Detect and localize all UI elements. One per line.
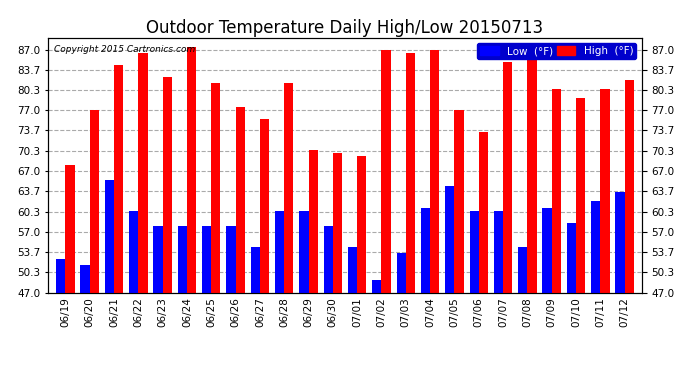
Bar bbox=[163, 77, 172, 292]
Bar bbox=[624, 80, 634, 292]
Bar bbox=[372, 280, 382, 292]
Bar bbox=[226, 226, 235, 292]
Bar bbox=[324, 226, 333, 292]
Bar bbox=[357, 156, 366, 292]
Bar bbox=[591, 201, 600, 292]
Bar bbox=[153, 226, 163, 292]
Bar bbox=[382, 50, 391, 292]
Bar bbox=[66, 165, 75, 292]
Bar bbox=[235, 107, 245, 292]
Bar bbox=[552, 89, 561, 292]
Bar bbox=[421, 207, 430, 292]
Bar bbox=[615, 192, 624, 292]
Bar bbox=[518, 247, 527, 292]
Title: Outdoor Temperature Daily High/Low 20150713: Outdoor Temperature Daily High/Low 20150… bbox=[146, 20, 544, 38]
Legend: Low  (°F), High  (°F): Low (°F), High (°F) bbox=[477, 43, 636, 59]
Bar bbox=[445, 186, 455, 292]
Bar bbox=[90, 110, 99, 292]
Bar bbox=[260, 120, 269, 292]
Bar bbox=[455, 110, 464, 292]
Bar bbox=[469, 210, 479, 292]
Bar bbox=[275, 210, 284, 292]
Bar bbox=[430, 50, 440, 292]
Bar bbox=[494, 210, 503, 292]
Bar bbox=[129, 210, 138, 292]
Bar bbox=[600, 89, 609, 292]
Bar bbox=[81, 265, 90, 292]
Bar bbox=[542, 207, 552, 292]
Bar bbox=[178, 226, 187, 292]
Bar bbox=[566, 223, 576, 292]
Bar bbox=[503, 62, 512, 292]
Bar bbox=[202, 226, 211, 292]
Bar bbox=[250, 247, 260, 292]
Bar bbox=[479, 132, 488, 292]
Bar bbox=[211, 83, 221, 292]
Text: Copyright 2015 Cartronics.com: Copyright 2015 Cartronics.com bbox=[55, 45, 195, 54]
Bar bbox=[527, 53, 537, 292]
Bar bbox=[348, 247, 357, 292]
Bar bbox=[114, 65, 124, 292]
Bar bbox=[284, 83, 293, 292]
Bar bbox=[138, 53, 148, 292]
Bar bbox=[187, 46, 196, 292]
Bar bbox=[56, 259, 66, 292]
Bar bbox=[406, 53, 415, 292]
Bar bbox=[308, 150, 318, 292]
Bar bbox=[299, 210, 308, 292]
Bar bbox=[105, 180, 114, 292]
Bar bbox=[397, 253, 406, 292]
Bar bbox=[576, 98, 585, 292]
Bar bbox=[333, 153, 342, 292]
